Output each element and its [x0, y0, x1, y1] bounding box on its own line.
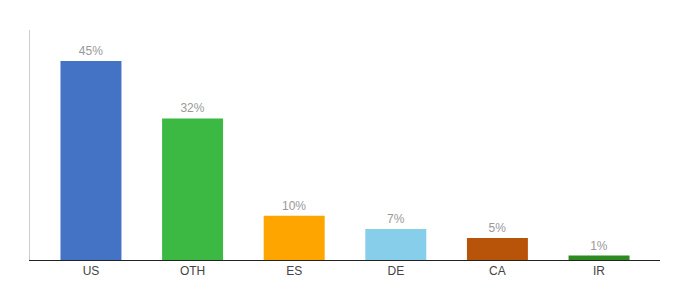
svg-text:IR: IR	[593, 264, 605, 278]
svg-text:32%: 32%	[180, 101, 204, 115]
svg-text:1%: 1%	[590, 239, 608, 253]
svg-text:5%: 5%	[489, 221, 507, 235]
svg-text:OTH: OTH	[180, 264, 205, 278]
svg-text:CA: CA	[489, 264, 506, 278]
svg-text:45%: 45%	[79, 44, 103, 58]
svg-text:ES: ES	[286, 264, 302, 278]
svg-text:US: US	[83, 264, 100, 278]
svg-text:7%: 7%	[387, 212, 405, 226]
svg-text:DE: DE	[387, 264, 404, 278]
svg-text:10%: 10%	[282, 199, 306, 213]
